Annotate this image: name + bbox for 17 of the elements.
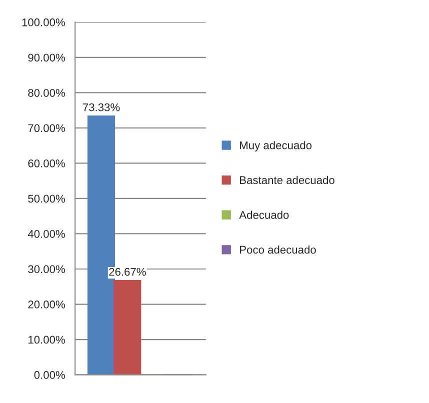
legend-label: Adecuado <box>239 210 289 219</box>
y-tick-label: 100.00% <box>22 18 65 26</box>
legend-label: Bastante adecuado <box>240 176 334 184</box>
legend-label: Muy adecuado <box>240 141 312 152</box>
y-tick-label: 20.00% <box>28 300 65 308</box>
data-label: 26.67% <box>109 268 146 276</box>
y-tick-label: 60.00% <box>28 159 65 168</box>
y-tick-label: 40.00% <box>28 230 65 238</box>
y-tick-label: 90.00% <box>28 54 65 62</box>
y-tick-label: 0.00% <box>34 371 65 379</box>
y-tick-label: 30.00% <box>28 265 65 274</box>
y-tick-label: 70.00% <box>28 124 65 132</box>
y-tick-label: 10.00% <box>28 336 65 344</box>
legend-label: Poco adecuado <box>240 246 316 254</box>
y-tick-label: 80.00% <box>28 88 65 97</box>
y-tick-label: 50.00% <box>28 194 65 203</box>
data-label: 73.33% <box>82 103 120 112</box>
